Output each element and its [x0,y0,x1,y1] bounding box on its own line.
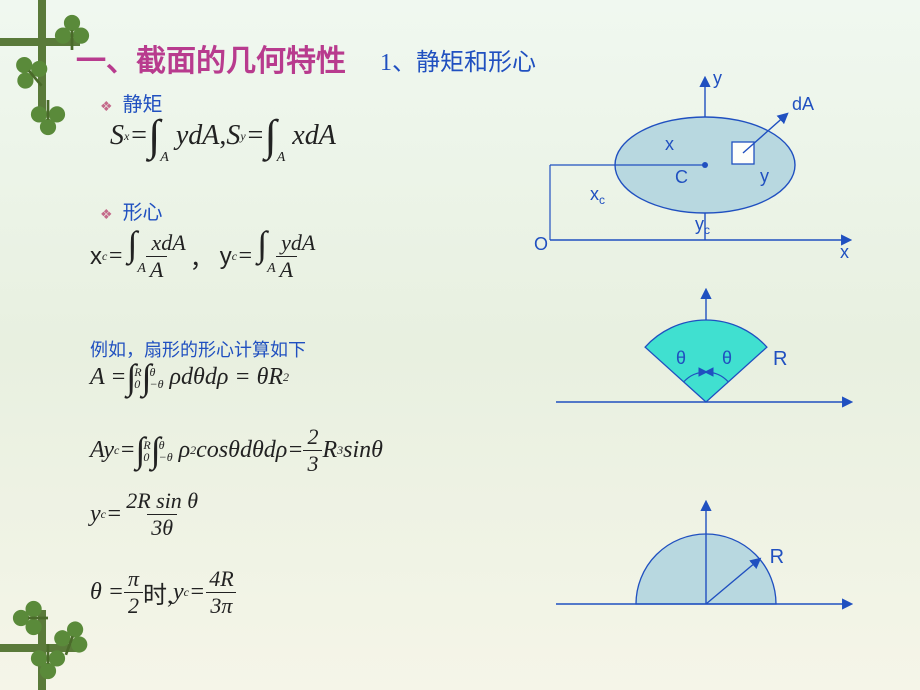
diagram-semicircle: R [556,496,856,646]
svg-text:y: y [760,166,769,186]
clover-icon [5,47,56,98]
svg-text:yc: yc [695,214,710,237]
bullet-label: 形心 [123,202,163,224]
clover-icon [30,644,66,680]
clover-icon [12,600,48,636]
equation-ayc: Ayc = ∫R0 ∫θ−θ ρ2 cosθdθdρ = 23 R3 sinθ [90,424,383,477]
svg-text:dA: dA [792,94,814,114]
section-title: 1、静矩和形心 [380,42,536,77]
svg-text:C: C [675,167,688,187]
main-title: 一、截面的几何特性 [76,36,346,80]
diagram-centroid-ellipse: x y dA xc C yc O x y [530,70,860,270]
svg-text:O: O [534,234,548,254]
diagram-sector: θ θ R [556,284,856,444]
svg-text:R: R [770,546,784,568]
svg-text:x: x [840,242,849,262]
svg-text:y: y [713,70,722,88]
bullet-centroid: ❖形心 [100,196,163,225]
svg-text:xc: xc [590,184,605,207]
svg-text:x: x [665,134,674,154]
example-note: 例如，扇形的形心计算如下 [90,336,306,362]
equation-area: A = ∫R0 ∫θ−θ ρdθdρ = θR2 [90,364,289,391]
equation-semicircle: θ = π2 时, yc = 4R3π [90,566,238,619]
equation-centroid: xc = ∫A xdA A ， yc = ∫A ydA A [90,230,319,283]
clover-icon [30,100,66,136]
svg-text:θ: θ [722,348,732,368]
svg-text:θ: θ [676,348,686,368]
equation-static-moment: Sx = ∫A ydA , Sy = ∫A xdA [110,120,336,152]
svg-text:R: R [773,348,787,370]
equation-yc: yc = 2R sin θ3θ [90,488,202,541]
